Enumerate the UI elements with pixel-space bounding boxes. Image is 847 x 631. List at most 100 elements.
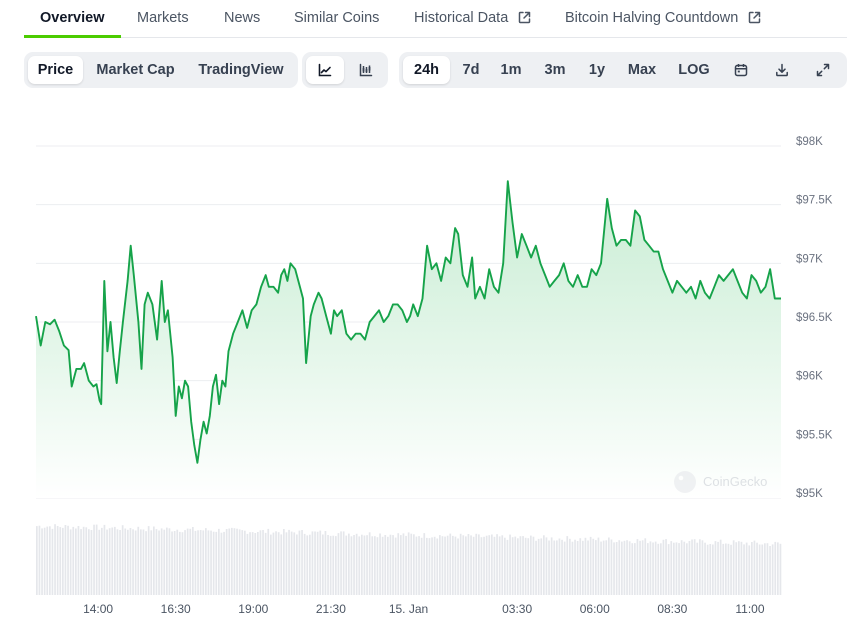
volume-bar	[212, 531, 215, 595]
volume-bar	[602, 540, 605, 595]
volume-bar	[329, 535, 332, 595]
volume-bar	[314, 531, 316, 595]
range-3m-button[interactable]: 3m	[537, 56, 573, 84]
volume-bar	[491, 534, 493, 595]
volume-bar	[88, 529, 90, 595]
tradingview-mode-button[interactable]: TradingView	[188, 56, 294, 84]
tab-overview[interactable]: Overview	[40, 10, 105, 26]
x-axis-tick-label: 06:00	[580, 602, 610, 616]
volume-bar	[514, 536, 517, 595]
volume-bar	[657, 543, 660, 595]
volume-bar	[205, 528, 207, 595]
volume-bar	[545, 537, 548, 595]
volume-bar	[439, 535, 441, 595]
volume-bar	[472, 536, 475, 595]
volume-bar	[342, 531, 345, 595]
range-1m-button[interactable]: 1m	[494, 56, 528, 84]
volume-bar	[168, 528, 171, 595]
volume-bar	[166, 527, 168, 595]
volume-bar	[621, 541, 623, 595]
volume-bar	[90, 530, 93, 595]
volume-bar	[745, 542, 748, 595]
volume-bar	[95, 524, 98, 595]
range-1y-button[interactable]: 1y	[581, 56, 613, 84]
volume-bar	[275, 531, 277, 595]
volume-bar	[686, 543, 688, 595]
volume-bar	[470, 535, 472, 595]
volume-bar	[537, 538, 540, 595]
volume-bar	[618, 540, 621, 595]
line-chart-button[interactable]	[306, 56, 344, 84]
candlestick-icon	[359, 63, 373, 77]
volume-bar	[488, 535, 491, 595]
volume-bar	[62, 527, 64, 595]
volume-bar	[605, 540, 608, 595]
fullscreen-button[interactable]	[806, 56, 840, 84]
volume-bar	[116, 529, 119, 595]
watermark-text: CoinGecko	[703, 474, 767, 489]
volume-bar	[727, 543, 730, 595]
volume-bar	[738, 541, 740, 595]
volume-bar	[49, 526, 51, 595]
price-mode-button[interactable]: Price	[28, 56, 83, 84]
volume-bar	[348, 533, 350, 595]
y-axis-tick-label: $97.5K	[796, 195, 833, 207]
volume-bar	[446, 535, 449, 595]
range-max-button[interactable]: Max	[621, 56, 663, 84]
volume-bar	[498, 536, 501, 595]
volume-bar	[753, 540, 756, 595]
volume-bar	[277, 532, 280, 595]
volume-bar	[363, 535, 366, 595]
volume-bar	[51, 528, 54, 595]
chart-style-toggle	[302, 52, 388, 88]
x-axis-tick-label: 19:00	[238, 602, 268, 616]
volume-bar	[114, 526, 116, 595]
volume-bar	[628, 541, 631, 595]
range-24h-button[interactable]: 24h	[403, 56, 450, 84]
volume-bar	[478, 534, 480, 595]
volume-bar	[457, 538, 459, 595]
tab-similar-coins[interactable]: Similar Coins	[294, 10, 379, 26]
volume-bar	[361, 534, 363, 595]
volume-bar	[769, 546, 771, 595]
tab-markets[interactable]: Markets	[137, 10, 189, 26]
tradingview-mode-label: TradingView	[198, 62, 284, 78]
volume-bar	[350, 536, 353, 595]
volume-bar	[257, 532, 259, 595]
log-scale-button[interactable]: LOG	[673, 56, 715, 84]
volume-bar	[173, 531, 176, 595]
tab-bar: Overview Markets News Similar Coins Hist…	[24, 0, 847, 38]
volume-bar	[285, 532, 288, 595]
range-7d-button[interactable]: 7d	[454, 56, 488, 84]
volume-bar	[530, 535, 532, 595]
volume-bar	[732, 540, 735, 595]
x-axis-tick-label: 08:30	[657, 602, 687, 616]
date-range-button[interactable]	[724, 56, 758, 84]
tab-overview-label: Overview	[40, 10, 105, 26]
download-button[interactable]	[765, 56, 799, 84]
volume-bar	[215, 531, 218, 595]
tab-historical-data[interactable]: Historical Data	[414, 10, 531, 26]
y-axis-tick-label: $95K	[796, 488, 823, 500]
coingecko-watermark: CoinGecko	[674, 471, 767, 493]
volume-bar	[561, 539, 563, 595]
tab-news[interactable]: News	[224, 10, 260, 26]
volume-bar	[714, 541, 717, 595]
volume-bar	[678, 543, 680, 595]
volume-bar	[381, 536, 384, 595]
market-cap-mode-button[interactable]: Market Cap	[87, 56, 184, 84]
volume-bar	[558, 538, 561, 595]
volume-bar	[397, 533, 400, 595]
tab-bitcoin-halving-countdown[interactable]: Bitcoin Halving Countdown	[565, 10, 761, 26]
volume-bar	[77, 526, 80, 595]
y-axis-labels: $98K $97.5K $97K $96.5K $96K $95.5K $95K	[796, 136, 833, 500]
log-scale-label: LOG	[678, 62, 710, 78]
download-icon	[776, 63, 788, 77]
candlestick-chart-button[interactable]	[347, 56, 385, 84]
line-chart-icon	[318, 63, 332, 77]
volume-bar	[98, 529, 101, 595]
volume-bar	[444, 536, 446, 595]
volume-bar	[75, 528, 77, 595]
volume-bar	[571, 541, 574, 595]
